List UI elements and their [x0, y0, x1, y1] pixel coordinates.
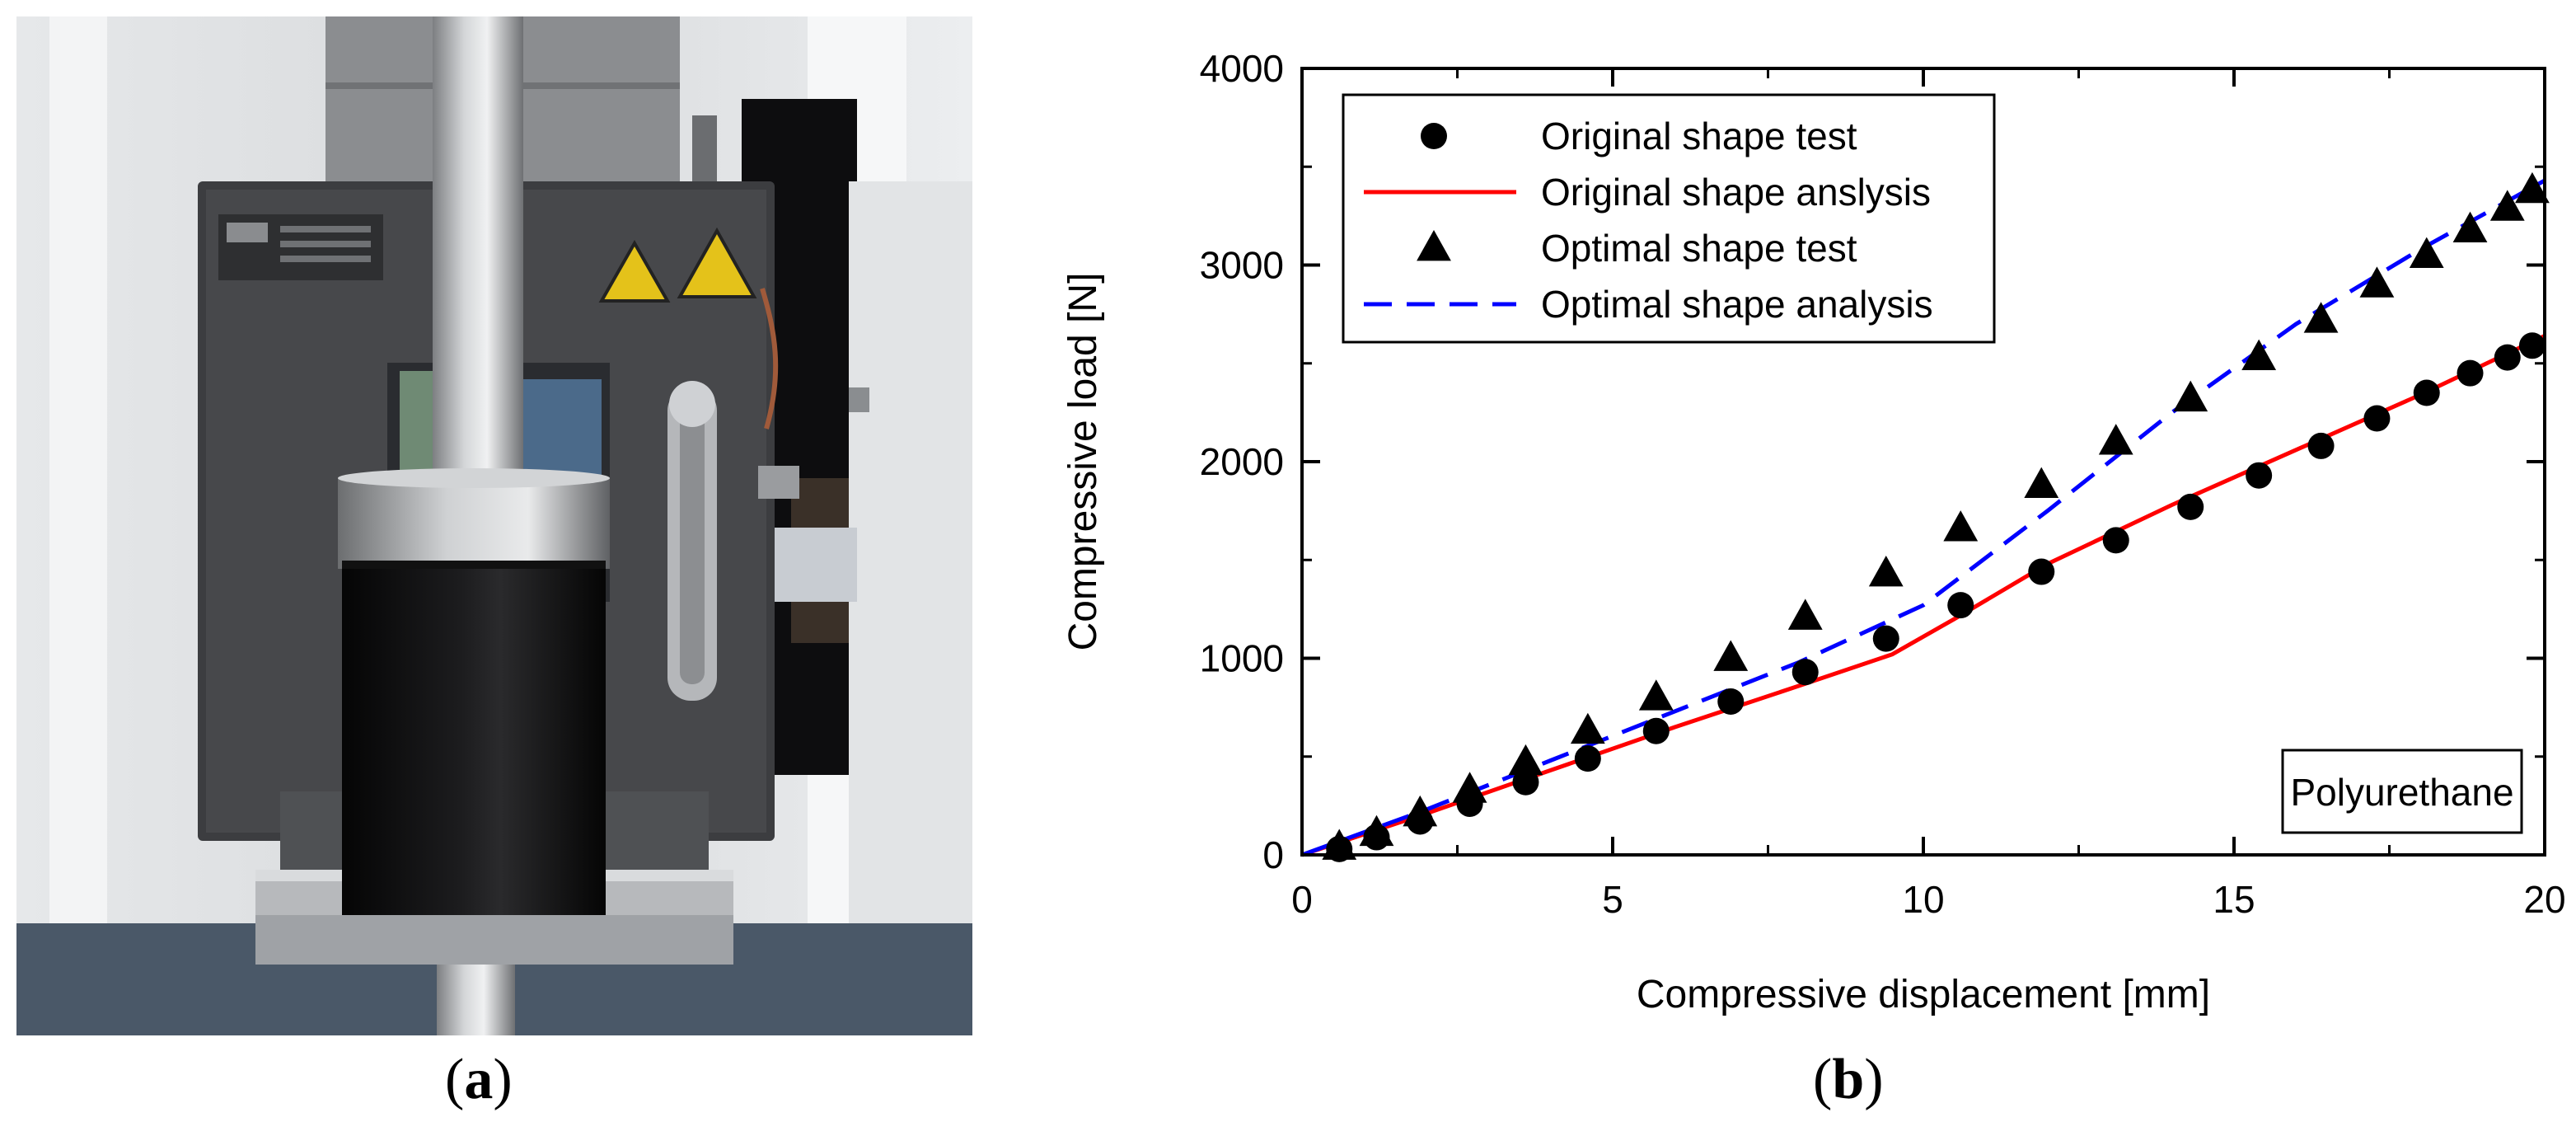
data-point-circle-4	[1512, 768, 1539, 796]
legend-box	[1342, 93, 1996, 344]
data-point-triangle-4	[1508, 744, 1543, 776]
data-point-triangle-7	[1713, 640, 1749, 671]
data-point-triangle-0	[1322, 829, 1357, 860]
load-displacement-chart: 0 5 10 15 20 0 1000 2000 3000 4000 Compressive dis…	[1014, 16, 2576, 1055]
series-line-3	[1301, 178, 2546, 857]
data-point-circle-6	[1642, 717, 1670, 744]
legend-entry: Original shape anslysis	[1541, 171, 1931, 214]
data-point-circle-15	[2307, 432, 2335, 459]
data-point-triangle-5	[1570, 712, 1605, 744]
data-point-circle-18	[2457, 359, 2484, 387]
legend-entry: Optimal shape test	[1541, 227, 1857, 270]
data-point-triangle-13	[2173, 380, 2208, 412]
legend-glyph-circle	[1421, 123, 1447, 149]
data-point-circle-7	[1717, 688, 1745, 715]
data-point-triangle-8	[1787, 599, 1823, 630]
data-point-triangle-17	[2409, 237, 2444, 268]
data-point-circle-16	[2363, 405, 2391, 432]
data-point-triangle-3	[1452, 772, 1487, 803]
data-point-circle-10	[1947, 592, 1974, 619]
data-point-triangle-6	[1638, 679, 1674, 711]
data-point-circle-17	[2413, 379, 2440, 406]
data-point-circle-14	[2246, 462, 2273, 489]
annotation-label: Polyurethane	[2290, 771, 2513, 814]
legend-glyph-triangle	[1417, 230, 1451, 261]
data-point-triangle-12	[2098, 424, 2133, 455]
data-point-triangle-15	[2303, 302, 2339, 333]
data-point-circle-11	[2028, 558, 2055, 585]
legend-entry: Optimal shape analysis	[1541, 283, 1933, 326]
panel-label-a: (a)	[445, 1048, 513, 1111]
test-rig-photo	[16, 16, 972, 1035]
data-point-triangle-10	[1943, 510, 1979, 542]
data-point-triangle-2	[1403, 795, 1438, 827]
y-tick-label: 1000	[1200, 637, 1284, 680]
data-point-triangle-11	[2024, 467, 2059, 499]
x-tick-label: 15	[2213, 878, 2255, 921]
data-point-circle-9	[1872, 625, 1899, 652]
x-tick-label: 5	[1602, 878, 1623, 921]
y-tick-label: 2000	[1200, 440, 1284, 483]
chart-svg: 0 5 10 15 20 0 1000 2000 3000 4000 Compressive dis…	[1061, 47, 2566, 1016]
y-tick-label: 0	[1262, 833, 1284, 876]
data-point-circle-12	[2102, 527, 2129, 554]
data-point-triangle-18	[2452, 211, 2488, 242]
x-tick-label: 10	[1902, 878, 1944, 921]
data-point-circle-5	[1574, 745, 1601, 772]
annotation-box	[2281, 749, 2523, 834]
data-point-triangle-1	[1359, 814, 1394, 847]
data-point-circle-19	[2494, 344, 2521, 371]
data-point-triangle-9	[1868, 555, 1904, 587]
data-point-circle-20	[2518, 332, 2546, 359]
data-point-triangle-14	[2241, 339, 2277, 370]
data-point-triangle-16	[2359, 266, 2395, 298]
y-axis-label: Compressive load [N]	[1061, 273, 1105, 651]
data-point-circle-13	[2177, 493, 2204, 520]
data-point-triangle-20	[2515, 171, 2550, 204]
legend-entry: Original shape test	[1541, 115, 1857, 157]
y-tick-label: 4000	[1200, 47, 1284, 90]
data-point-circle-8	[1791, 659, 1819, 686]
x-tick-label: 20	[2523, 878, 2565, 921]
x-axis-label: Compressive displacement [mm]	[1637, 973, 2210, 1016]
x-tick-label: 0	[1291, 878, 1313, 921]
data-point-triangle-19	[2489, 190, 2525, 221]
panel-label-b: (b)	[1813, 1048, 1884, 1111]
y-tick-label: 3000	[1200, 244, 1284, 287]
